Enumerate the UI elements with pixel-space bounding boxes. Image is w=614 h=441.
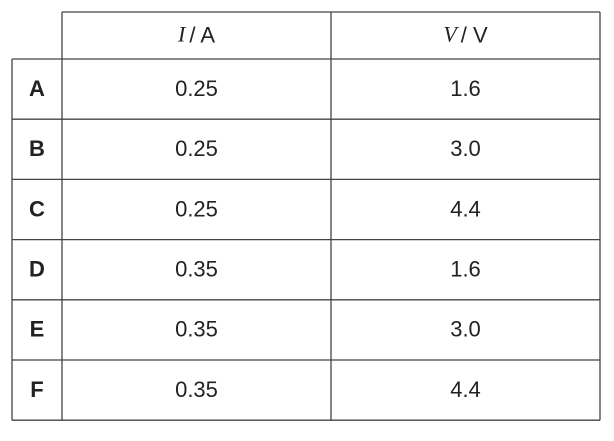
cell: 0.25 — [175, 196, 218, 221]
row-label: D — [29, 257, 45, 282]
header-unit: / V — [461, 22, 488, 47]
cell: 3.0 — [450, 317, 481, 342]
cell: 0.25 — [175, 136, 218, 161]
cell: 4.4 — [450, 377, 481, 402]
cell: 0.35 — [175, 377, 218, 402]
header-symbol: I — [177, 22, 187, 47]
cell: 3.0 — [450, 136, 481, 161]
row-label: E — [30, 317, 45, 342]
cell: 1.6 — [450, 257, 481, 282]
cell: 0.35 — [175, 257, 218, 282]
row-label: B — [29, 136, 45, 161]
header-unit: / A — [189, 22, 215, 47]
cell: 1.6 — [450, 76, 481, 101]
cell: 4.4 — [450, 196, 481, 221]
cell: 0.25 — [175, 76, 218, 101]
row-label: C — [29, 196, 45, 221]
column-header: I / A — [177, 22, 215, 48]
cell: 0.35 — [175, 317, 218, 342]
row-label: A — [29, 76, 45, 101]
header-symbol: V — [443, 22, 459, 47]
column-header: V / V — [443, 22, 488, 48]
row-label: F — [30, 377, 43, 402]
